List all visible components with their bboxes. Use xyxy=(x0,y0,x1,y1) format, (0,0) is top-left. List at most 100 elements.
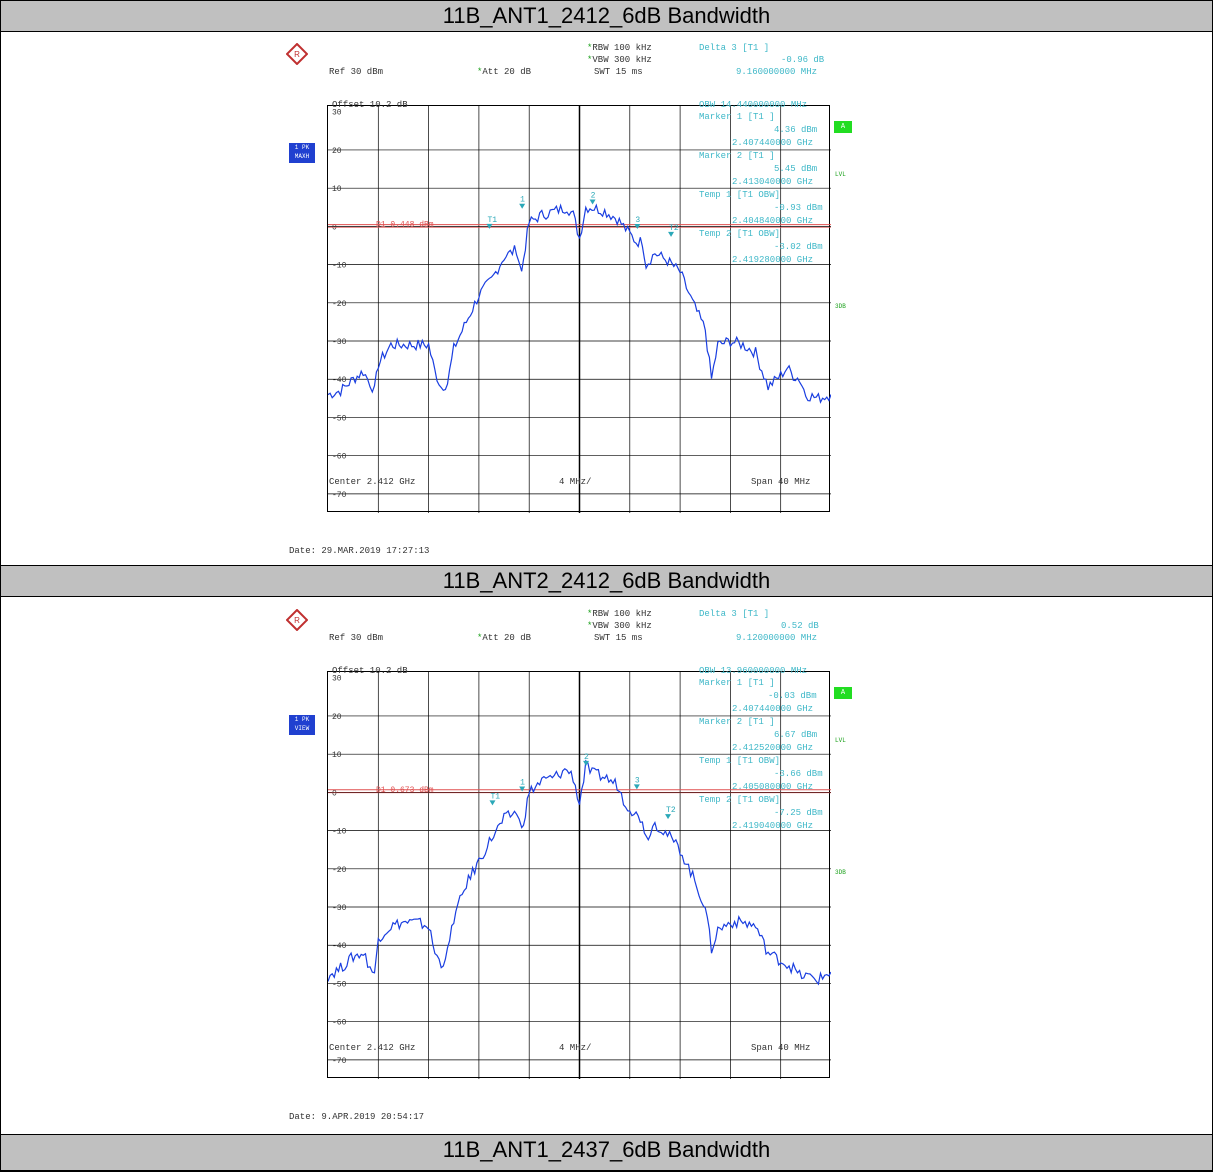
vbw-label: VBW 300 kHz xyxy=(592,55,652,65)
att-label: Att 20 dB xyxy=(482,633,532,643)
div-label: 4 MHz/ xyxy=(559,477,592,487)
obw-label: OBW 14.440000000 MHz xyxy=(699,100,808,110)
marker-t2-label: T2 xyxy=(666,806,676,815)
att-label: Att 20 dB xyxy=(482,67,532,77)
y-tick-label: 30 xyxy=(332,675,342,684)
ref-label: Ref 30 dBm xyxy=(329,67,384,77)
a-indicator: A xyxy=(834,687,852,699)
temp1-freq: 2.405080000 GHz xyxy=(732,782,814,792)
marker2-value: 5.45 dBm xyxy=(774,164,818,174)
obw-label: OBW 13.960000000 MHz xyxy=(699,666,808,676)
div-label: 4 MHz/ xyxy=(559,1043,592,1053)
spectrum-svg-2: 30 20 10 0 -10 -20 -30 -40 -50 -60 -70 D1 0.673 dBm… xyxy=(328,672,831,1079)
marker1-value: 4.36 dBm xyxy=(774,125,818,135)
temp2-freq: 2.419280000 GHz xyxy=(732,255,814,265)
marker-t1-label: T1 xyxy=(490,792,500,801)
delta-freq: 9.160000000 MHz xyxy=(736,67,818,77)
spectrum-plot-2: 30 20 10 0 -10 -20 -30 -40 -50 -60 -70 D1 0.673 dBm… xyxy=(327,666,831,1079)
marker2-title: Marker 2 [T1 ] xyxy=(699,717,775,727)
marker-2-label: 2 xyxy=(584,753,589,762)
marker1-title: Marker 1 [T1 ] xyxy=(699,678,775,688)
y-tick-label: 20 xyxy=(332,147,342,156)
marker-1-icon xyxy=(519,786,526,792)
y-tick-label: -60 xyxy=(332,1019,347,1028)
3db-indicator: 3DB xyxy=(835,869,846,876)
marker-3-icon xyxy=(634,224,641,230)
marker-t1-label: T1 xyxy=(487,216,497,225)
marker-t1-icon xyxy=(486,223,493,229)
date-label: Date: 29.MAR.2019 17:27:13 xyxy=(289,546,430,556)
marker2-freq: 2.412520000 GHz xyxy=(732,743,814,753)
marker2-value: 6.67 dBm xyxy=(774,730,818,740)
offset-label: Offset 10.2 dB xyxy=(332,100,408,110)
y-tick-label: -20 xyxy=(332,866,347,875)
span-label: Span 40 MHz xyxy=(751,1043,811,1053)
display-line-label: D1 0.673 dBm xyxy=(376,786,434,795)
marker-1-icon xyxy=(519,203,526,209)
temp1-title: Temp 1 [T1 OBW] xyxy=(699,190,781,200)
marker-t2-icon xyxy=(668,231,675,237)
trace-badge: 1 PK MAXH xyxy=(289,143,315,163)
3db-indicator: 3DB xyxy=(835,303,846,310)
temp2-value: -7.25 dBm xyxy=(774,808,823,818)
delta-value: 0.52 dB xyxy=(781,621,819,631)
marker-2-label: 2 xyxy=(591,192,596,201)
marker-t1-icon xyxy=(489,800,496,806)
rbw-label: RBW 100 kHz xyxy=(592,609,652,619)
y-tick-label: -40 xyxy=(332,942,347,951)
rbw-label: RBW 100 kHz xyxy=(592,43,652,53)
center-label: Center 2.412 GHz xyxy=(329,477,416,487)
marker-1-label: 1 xyxy=(520,196,525,205)
center-label: Center 2.412 GHz xyxy=(329,1043,416,1053)
temp2-value: -3.02 dBm xyxy=(774,242,823,252)
marker-t2-label: T2 xyxy=(669,224,679,233)
a-indicator: A xyxy=(834,121,852,133)
span-label: Span 40 MHz xyxy=(751,477,811,487)
section-title-3: 11B_ANT1_2437_6dB Bandwidth xyxy=(1,1134,1212,1171)
temp2-freq: 2.419040000 GHz xyxy=(732,821,814,831)
rs-logo-icon: R xyxy=(285,608,309,632)
rs-logo-icon: R xyxy=(285,42,309,66)
spectrum-trace xyxy=(328,203,831,404)
svg-text:R: R xyxy=(294,50,300,59)
marker1-freq: 2.407440000 GHz xyxy=(732,704,814,714)
y-tick-label: -10 xyxy=(332,262,347,271)
analyzer-screen-1: R *RBW 100 kHz *VBW 300 kHz SWT 15 ms Re… xyxy=(281,41,852,591)
delta-freq: 9.120000000 MHz xyxy=(736,633,818,643)
marker-2-icon xyxy=(583,760,590,766)
y-tick-label: -20 xyxy=(332,300,347,309)
delta-title: Delta 3 [T1 ] xyxy=(699,609,770,619)
spectrum-trace xyxy=(328,759,831,986)
y-tick-label: 10 xyxy=(332,751,342,760)
vbw-label: VBW 300 kHz xyxy=(592,621,652,631)
y-tick-label: -70 xyxy=(332,491,347,500)
temp2-title: Temp 2 [T1 OBW] xyxy=(699,795,781,805)
trace-badge: 1 PK VIEW xyxy=(289,715,315,735)
temp1-title: Temp 1 [T1 OBW] xyxy=(699,756,781,766)
marker-2-icon xyxy=(589,199,596,205)
delta-value: -0.96 dB xyxy=(781,55,825,65)
y-tick-label: -30 xyxy=(332,904,347,913)
y-tick-label: -30 xyxy=(332,338,347,347)
temp1-value: -3.66 dBm xyxy=(774,769,823,779)
marker1-value: -0.03 dBm xyxy=(768,691,817,701)
svg-text:R: R xyxy=(294,616,300,625)
temp1-value: -0.93 dBm xyxy=(774,203,823,213)
marker-t2-icon xyxy=(665,814,672,820)
offset-label: Offset 10.2 dB xyxy=(332,666,408,676)
lvl-indicator: LVL xyxy=(835,737,846,744)
display-line-label: D1 0.448 dBm xyxy=(376,221,434,230)
date-label: Date: 9.APR.2019 20:54:17 xyxy=(289,1112,425,1122)
section-title-1: 11B_ANT1_2412_6dB Bandwidth xyxy=(1,0,1212,32)
marker2-title: Marker 2 [T1 ] xyxy=(699,151,775,161)
y-tick-label: 30 xyxy=(332,109,342,118)
swt-label: SWT 15 ms xyxy=(594,67,643,77)
y-tick-label: 0 xyxy=(332,789,337,798)
temp2-title: Temp 2 [T1 OBW] xyxy=(699,229,781,239)
delta-title: Delta 3 [T1 ] xyxy=(699,43,770,53)
analyzer-screen-2: R *RBW 100 kHz *VBW 300 kHz SWT 15 ms Re… xyxy=(281,607,852,1157)
y-tick-label: -70 xyxy=(332,1057,347,1066)
section-title-2: 11B_ANT2_2412_6dB Bandwidth xyxy=(1,565,1212,597)
